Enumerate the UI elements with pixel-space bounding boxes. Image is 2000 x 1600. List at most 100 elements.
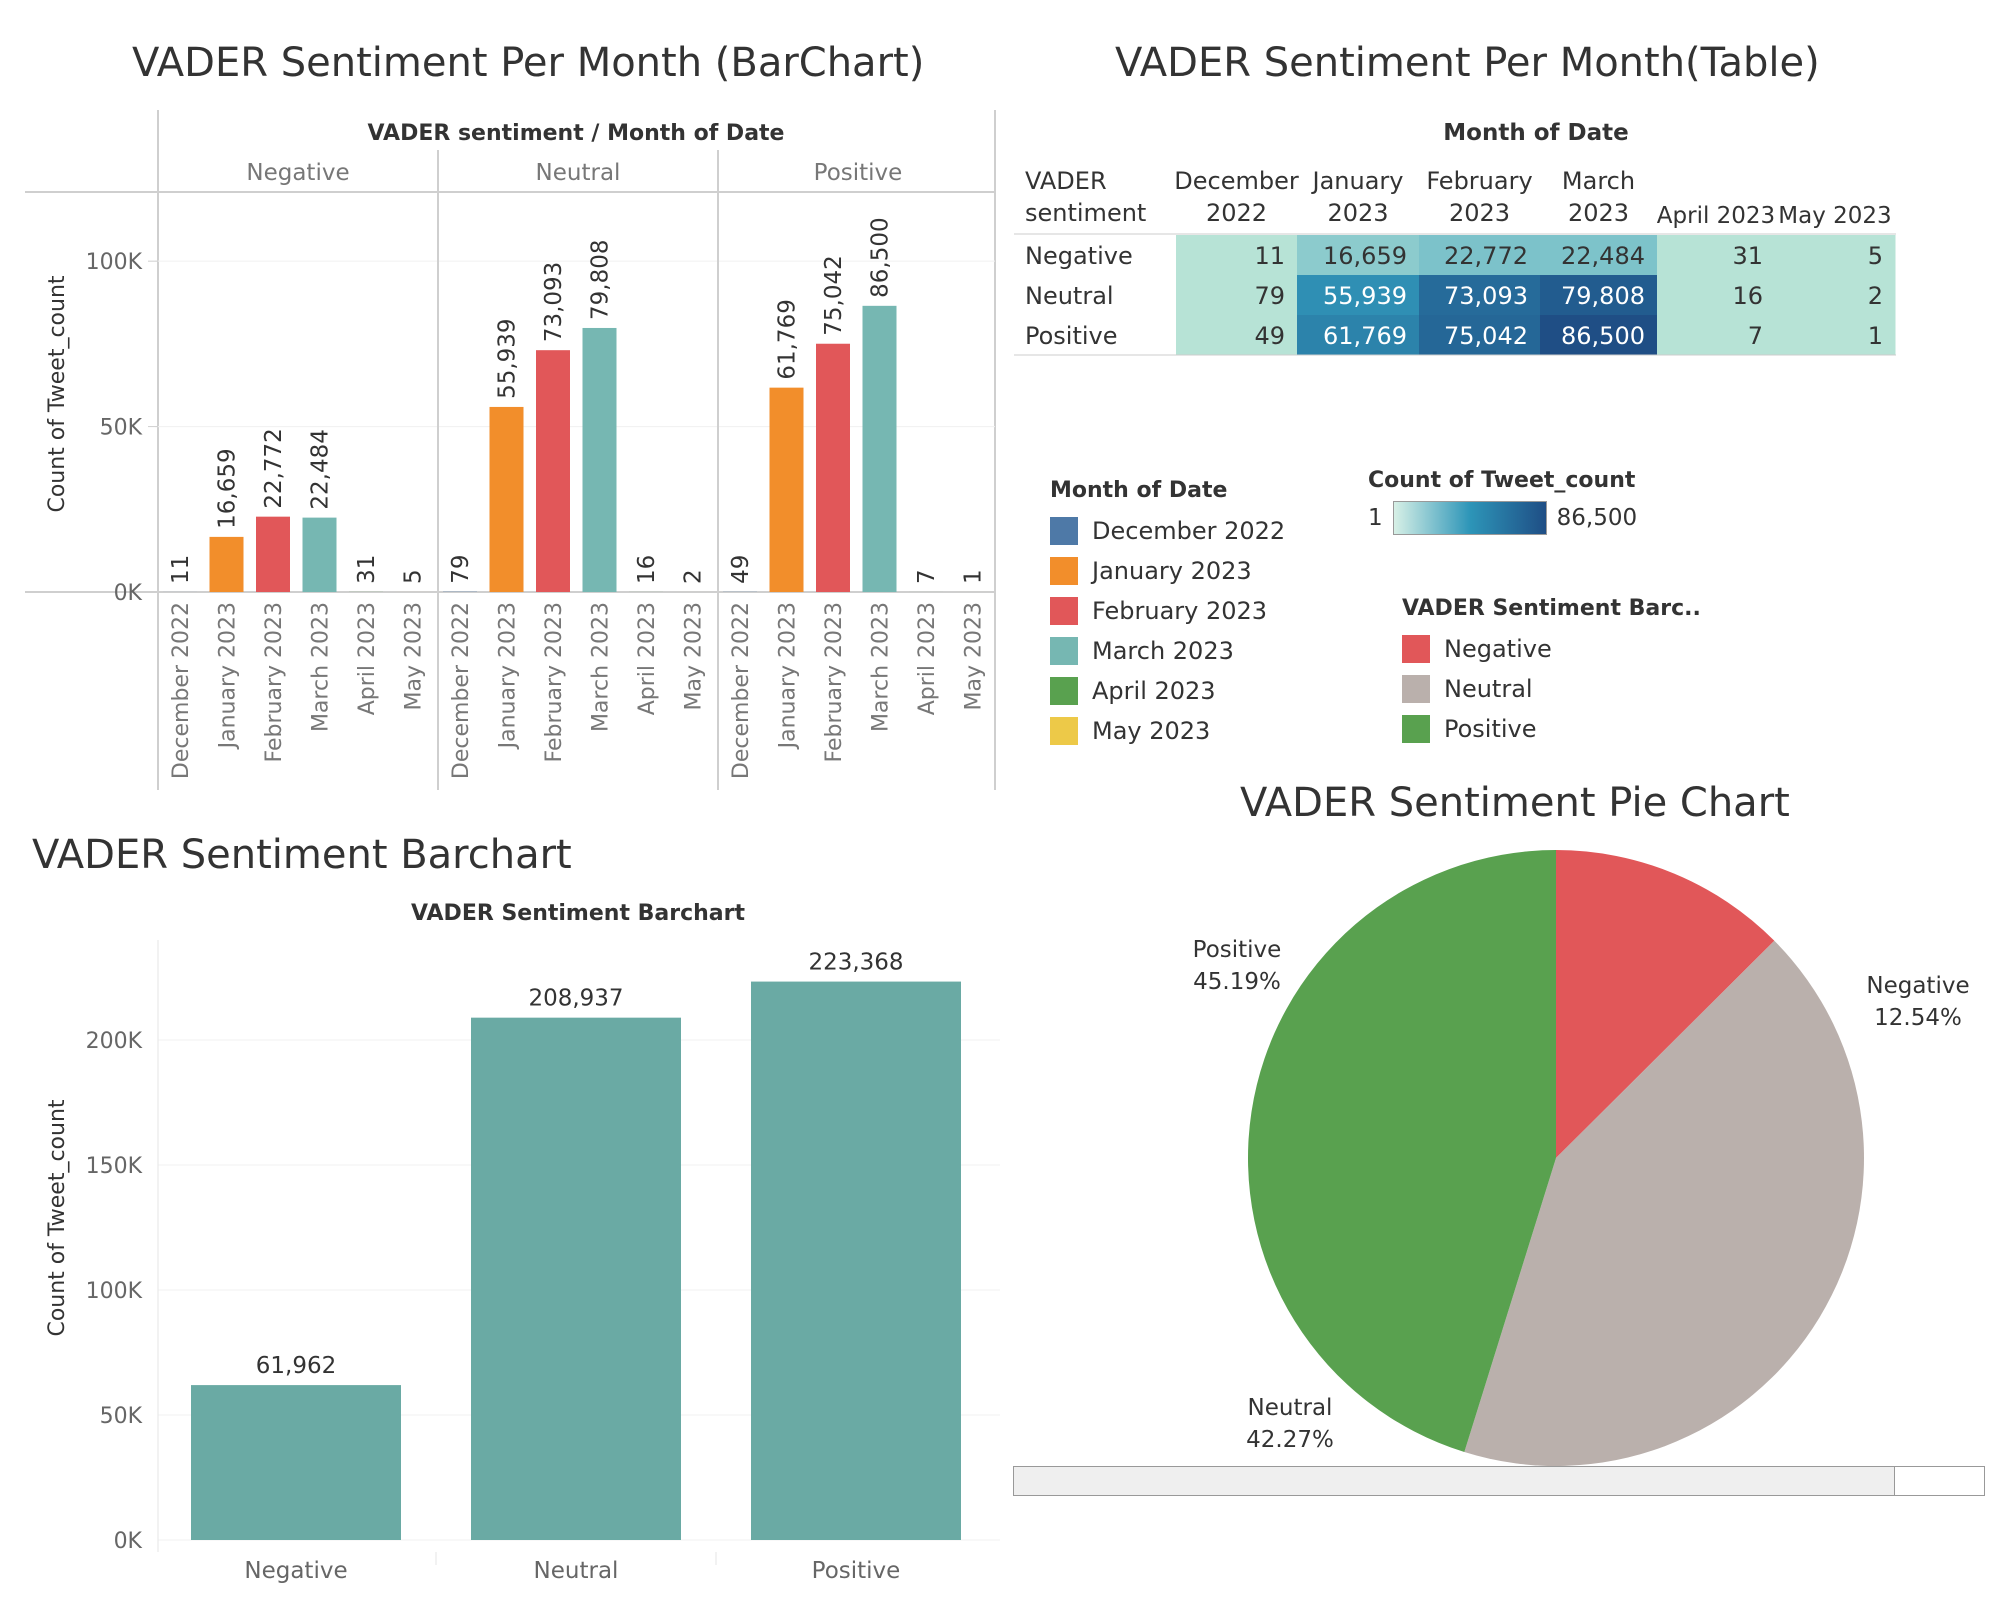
legend-label: Negative: [1444, 635, 1552, 663]
legend-swatch: [1402, 715, 1430, 743]
count-legend-max: 86,500: [1556, 505, 1638, 531]
sentiment-legend-item[interactable]: Positive: [1402, 709, 1701, 749]
month-legend-item[interactable]: May 2023: [1050, 711, 1285, 751]
bar-positive: [751, 981, 961, 1540]
count-legend-title: Count of Tweet_count: [1368, 468, 1636, 493]
column-header: 2023: [1568, 199, 1629, 227]
data-label: 86,500: [868, 217, 894, 297]
table-cell-negative: [1775, 235, 1896, 276]
legend-swatch: [1050, 677, 1078, 705]
column-header: April 2023: [1657, 203, 1775, 229]
table-cell-neutral: [1419, 275, 1541, 316]
panel-header-negative: Negative: [246, 160, 349, 186]
bar-negative-february-2023: [256, 516, 290, 592]
month-legend-item[interactable]: April 2023: [1050, 671, 1285, 711]
legend-label: January 2023: [1092, 557, 1252, 585]
sentiment-legend: VADER Sentiment Barc.. Negative Neutral Po…: [1402, 596, 1701, 749]
data-label: 49: [728, 555, 754, 584]
x-tick-label: February 2023: [262, 602, 287, 762]
x-tick-label: May 2023: [962, 602, 987, 710]
sentiment-pie-chart: Negative 12.54% Neutral 42.27% Positive 45.19…: [1193, 850, 1970, 1466]
row-header-label: sentiment: [1025, 199, 1146, 227]
month-legend-item[interactable]: February 2023: [1050, 591, 1285, 631]
y-tick-label: 150K: [86, 1154, 143, 1179]
legend-label: March 2023: [1092, 637, 1234, 665]
bar-positive-january-2023: [769, 387, 804, 592]
table-cell-value: 79: [1254, 282, 1285, 310]
count-legend-min: 1: [1368, 505, 1383, 531]
legend-label: May 2023: [1092, 717, 1211, 745]
legend-swatch: [1050, 557, 1078, 585]
column-header: February: [1426, 167, 1532, 195]
month-legend-item[interactable]: January 2023: [1050, 551, 1285, 591]
total-bar-chart-title: VADER Sentiment Barchart: [32, 832, 572, 878]
table-cell-negative: [1540, 235, 1658, 276]
x-tick-label: Neutral: [534, 1558, 619, 1584]
pie-label-neutral: Neutral: [1248, 1395, 1333, 1421]
table-cell-value: 86,500: [1561, 322, 1645, 350]
y-tick-label: 0K: [114, 1529, 143, 1554]
table-cell-value: 49: [1254, 322, 1285, 350]
y-tick-label: 100K: [86, 1279, 143, 1304]
y-axis-label: Count of Tweet_count: [45, 275, 70, 512]
table-cell-value: 7: [1748, 322, 1763, 350]
pie-slice-positive: [1248, 850, 1556, 1453]
legend-swatch: [1050, 717, 1078, 745]
monthly-bar-chart-title: VADER Sentiment Per Month (BarChart): [132, 40, 925, 86]
monthly-table-title: VADER Sentiment Per Month(Table): [1115, 40, 1820, 86]
row-label-positive: Positive: [1025, 322, 1118, 350]
month-legend-title: Month of Date: [1050, 478, 1228, 503]
data-label: 61,962: [256, 1353, 336, 1379]
pie-label-negative: Negative: [1866, 973, 1969, 999]
data-label: 79: [448, 554, 474, 583]
table-cell-value: 55,939: [1323, 282, 1407, 310]
x-tick-label: December 2022: [169, 602, 194, 779]
month-legend-item[interactable]: December 2022: [1050, 511, 1285, 551]
legend-label: December 2022: [1092, 517, 1286, 545]
x-tick-label: March 2023: [309, 602, 334, 732]
column-header: March: [1562, 167, 1635, 195]
data-label: 79,808: [588, 239, 614, 319]
table-cell-positive: [1540, 315, 1658, 356]
data-label: 223,368: [808, 950, 903, 976]
x-tick-label: December 2022: [449, 602, 474, 779]
bar-neutral-march-2023: [582, 327, 617, 592]
x-tick-label: April 2023: [355, 602, 380, 715]
count-color-legend: Count of Tweet_count 1 86,500: [1368, 468, 1637, 535]
table-cell-value: 5: [1868, 242, 1883, 270]
x-tick-label: May 2023: [682, 602, 707, 710]
table-cell-value: 16,659: [1323, 242, 1407, 270]
table-cell-value: 75,042: [1444, 322, 1528, 350]
pie-percent-negative: 12.54%: [1874, 1005, 1962, 1031]
table-cell-negative: [1176, 235, 1298, 276]
table-cell-value: 31: [1732, 242, 1763, 270]
month-legend-item[interactable]: March 2023: [1050, 631, 1285, 671]
bar-negative: [191, 1385, 401, 1540]
monthly-bar-chart: VADER sentiment / Month of Date 0K 50K 100K…: [25, 110, 996, 790]
table-cell-positive: [1297, 315, 1420, 356]
x-tick-label: May 2023: [402, 602, 427, 710]
chart-header: VADER Sentiment Barchart: [411, 901, 745, 926]
data-label: 55,939: [495, 318, 521, 398]
table-cell-value: 16: [1732, 282, 1763, 310]
table-cell-positive: [1775, 315, 1896, 356]
bar-neutral-february-2023: [536, 350, 570, 592]
scrollbar-thumb[interactable]: [1014, 1467, 1895, 1495]
table-cell-neutral: [1540, 275, 1658, 316]
x-tick-label: January 2023: [216, 602, 241, 750]
legend-label: Positive: [1444, 715, 1537, 743]
table-cell-value: 22,484: [1561, 242, 1645, 270]
sentiment-legend-item[interactable]: Neutral: [1402, 669, 1701, 709]
data-label: 16,659: [215, 448, 241, 528]
x-tick-label: February 2023: [542, 602, 567, 762]
table-column-group-label: Month of Date: [1443, 120, 1628, 146]
table-cell-value: 61,769: [1323, 322, 1407, 350]
sentiment-legend-item[interactable]: Negative: [1402, 629, 1701, 669]
header-label: VADER sentiment / Month of Date: [368, 121, 785, 146]
table-cell-neutral: [1775, 275, 1896, 316]
y-tick-label: 0K: [114, 581, 143, 606]
panel-header-positive: Positive: [814, 160, 903, 186]
y-tick-label: 100K: [86, 250, 143, 275]
horizontal-scrollbar[interactable]: [1013, 1466, 1985, 1496]
y-tick-label: 200K: [86, 1029, 143, 1054]
